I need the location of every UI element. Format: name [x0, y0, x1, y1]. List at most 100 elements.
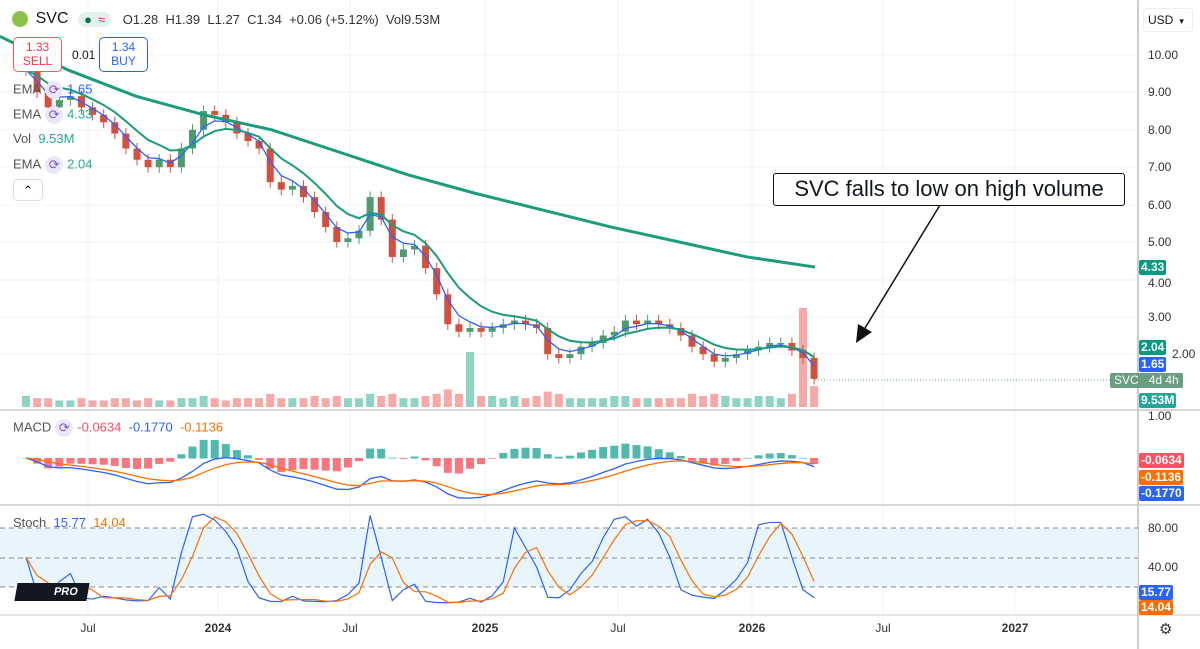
refresh-icon[interactable]: ⟳ [55, 419, 74, 437]
macd-histogram-bar [199, 439, 208, 459]
macd-line-value: -0.1770 [128, 419, 173, 435]
volume-bar [310, 396, 319, 407]
collapse-legend-button[interactable]: ⌃ [13, 179, 43, 201]
macd-histogram-bar [177, 454, 186, 459]
indicator-name: EMA [13, 106, 42, 122]
candle-body [644, 320, 652, 325]
macd-histogram-bar [577, 452, 585, 459]
price-axis-label: 8.00 [1148, 122, 1172, 137]
candle-body [266, 148, 274, 183]
macd-histogram-bar [721, 458, 730, 464]
macd-histogram-bar [33, 458, 42, 464]
refresh-icon[interactable]: ⟳ [45, 81, 64, 99]
candle-body [277, 182, 285, 190]
volume-bar [654, 398, 663, 407]
volume-bar [688, 393, 696, 407]
time-axis-label: Jul [610, 621, 626, 635]
macd-histogram-bar [432, 458, 441, 467]
refresh-icon[interactable]: ⟳ [45, 106, 64, 124]
macd-histogram-bar [699, 458, 708, 464]
ema-long-line [0, 34, 816, 269]
sell-button[interactable]: 1.33 SELL [13, 37, 62, 72]
symbol-legend: SVC ● ≈ O1.28 H1.39 L1.27 C1.34 +0.06 (+5… [12, 10, 440, 28]
candle-body [522, 320, 529, 325]
time-axis-label: Jul [80, 621, 96, 635]
macd-legend[interactable]: MACD ⟳ -0.0634 -0.1770 -0.1136 [13, 419, 223, 437]
macd-histogram-bar [388, 457, 397, 459]
symbol-badge: SVC [1114, 373, 1139, 387]
macd-histogram-bar [399, 458, 408, 459]
refresh-icon[interactable]: ⟳ [45, 156, 64, 174]
stoch-legend[interactable]: Stoch 15.77 14.04 [13, 515, 126, 530]
stoch-d-value: 14.04 [93, 515, 126, 530]
volume-bar [321, 398, 330, 407]
macd-histogram-bar [776, 453, 785, 459]
volume-bar [188, 398, 197, 407]
price-axis-label: 3.00 [1148, 309, 1172, 324]
volume-bar [121, 398, 130, 407]
volume-bar [232, 398, 241, 407]
price-axis-label: 2.00 [1172, 347, 1196, 362]
arrow-head-icon [856, 324, 872, 343]
volume-bar [133, 400, 141, 407]
macd-histogram-bar [787, 455, 796, 459]
candle-body [810, 357, 818, 379]
price-axis-label: 4.00 [1148, 276, 1172, 291]
candle-body [466, 328, 474, 332]
settings-gear-icon[interactable]: ⚙ [1159, 621, 1173, 638]
macd-histogram-bar [332, 458, 341, 472]
indicator-ema-mid[interactable]: EMA ⟳ 2.04 [13, 156, 92, 174]
volume-bar [510, 396, 519, 407]
sell-price: 1.33 [25, 40, 50, 54]
volume-bar [443, 389, 452, 407]
candle-body [510, 320, 518, 325]
indicator-name: EMA [13, 156, 42, 172]
symbol-name[interactable]: SVC [35, 10, 69, 27]
price-axis-label: 5.00 [1148, 235, 1172, 249]
volume-bar [710, 393, 719, 407]
volume-bar [199, 396, 208, 407]
candle-body [433, 268, 441, 295]
macd-histogram-bar [454, 458, 463, 474]
annotation-callout[interactable]: SVC falls to low on high volume [773, 173, 1125, 206]
volume-value: Vol9.53M [385, 11, 441, 27]
macd-histogram-bar [155, 458, 164, 464]
macd-histogram-bar [732, 458, 741, 462]
candle-body [566, 354, 574, 358]
macd-histogram-bar [499, 452, 508, 459]
candle-body [544, 328, 552, 355]
indicator-volume[interactable]: Vol 9.53M [13, 131, 74, 146]
candle-body [122, 133, 130, 149]
candle-body [621, 320, 629, 332]
volume-bar [521, 398, 530, 407]
candle-body [721, 357, 729, 362]
volume-bar [477, 396, 486, 407]
stoch-axis-label: 40.00 [1148, 560, 1179, 574]
macd-histogram-bar [88, 458, 97, 465]
candle-body [688, 335, 696, 347]
stoch-d-line [25, 516, 815, 604]
macd-histogram-bar [99, 458, 108, 465]
candle-body [377, 197, 385, 220]
volume-bar [77, 398, 86, 407]
volume-bar [754, 396, 763, 407]
market-status-icon[interactable]: ● ≈ [78, 11, 112, 27]
volume-bar [621, 396, 630, 407]
candle-body [288, 185, 296, 190]
macd-histogram-bar [343, 458, 352, 468]
volume-bar [366, 393, 375, 407]
candle-body [300, 185, 307, 198]
indicator-ema-short[interactable]: EMA ⟳ 1.65 [13, 81, 92, 99]
volume-bar [221, 400, 230, 407]
volume-bar [643, 398, 652, 407]
volume-bar [388, 393, 397, 407]
macd-histogram-bar [676, 455, 685, 459]
macd-histogram-bar [621, 443, 630, 459]
buy-button[interactable]: 1.34 BUY [99, 37, 148, 72]
macd-histogram-bar [466, 458, 474, 469]
indicator-ema-long[interactable]: EMA ⟳ 4.33 [13, 106, 92, 124]
macd-histogram-bar [366, 448, 375, 459]
macd-hist-value: -0.0634 [77, 419, 122, 435]
currency-select[interactable]: USD ▾ [1143, 8, 1193, 32]
